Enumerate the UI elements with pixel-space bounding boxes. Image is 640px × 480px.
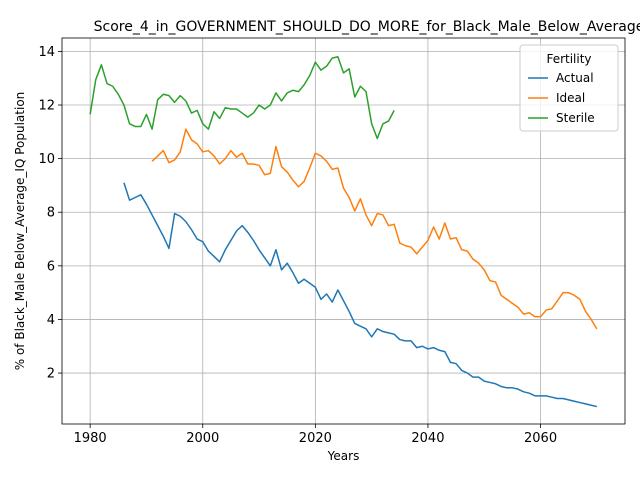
y-tick-label: 14: [38, 45, 55, 60]
x-tick-label: 1980: [74, 431, 107, 446]
series-line-sterile: [89, 56, 395, 140]
x-tick-label: 2060: [524, 431, 557, 446]
series-line-ideal: [151, 128, 598, 330]
x-tick-label: 2020: [299, 431, 332, 446]
legend-box: [519, 44, 619, 132]
y-tick-label: 10: [38, 152, 55, 167]
legend-label-actual: Actual: [556, 71, 594, 85]
chart-title: Score_4_in_GOVERNMENT_SHOULD_DO_MORE_for…: [94, 19, 640, 35]
y-tick-label: 8: [47, 206, 55, 221]
x-axis-label: Years: [327, 449, 360, 463]
legend: Fertility Actual Ideal Sterile: [519, 44, 619, 132]
legend-label-ideal: Ideal: [556, 91, 585, 105]
legend-entries: Actual Ideal Sterile: [528, 71, 595, 125]
y-axis-label: % of Black_Male Below_Average_IQ Populat…: [13, 92, 27, 371]
y-tick-label: 2: [47, 367, 55, 382]
y-tick-label: 6: [47, 259, 55, 274]
series-line-actual: [123, 182, 598, 408]
axis-ticks: 1980 2000 2020 2040 2060 2 4 6 8 10 12 14: [38, 45, 557, 446]
legend-title: Fertility: [546, 52, 591, 66]
y-tick-label: 12: [38, 99, 55, 114]
series-lines: [89, 56, 598, 408]
x-tick-label: 2000: [186, 431, 219, 446]
y-tick-label: 4: [47, 313, 55, 328]
legend-label-sterile: Sterile: [556, 111, 595, 125]
plot-frame: [61, 37, 626, 425]
x-tick-label: 2040: [411, 431, 444, 446]
